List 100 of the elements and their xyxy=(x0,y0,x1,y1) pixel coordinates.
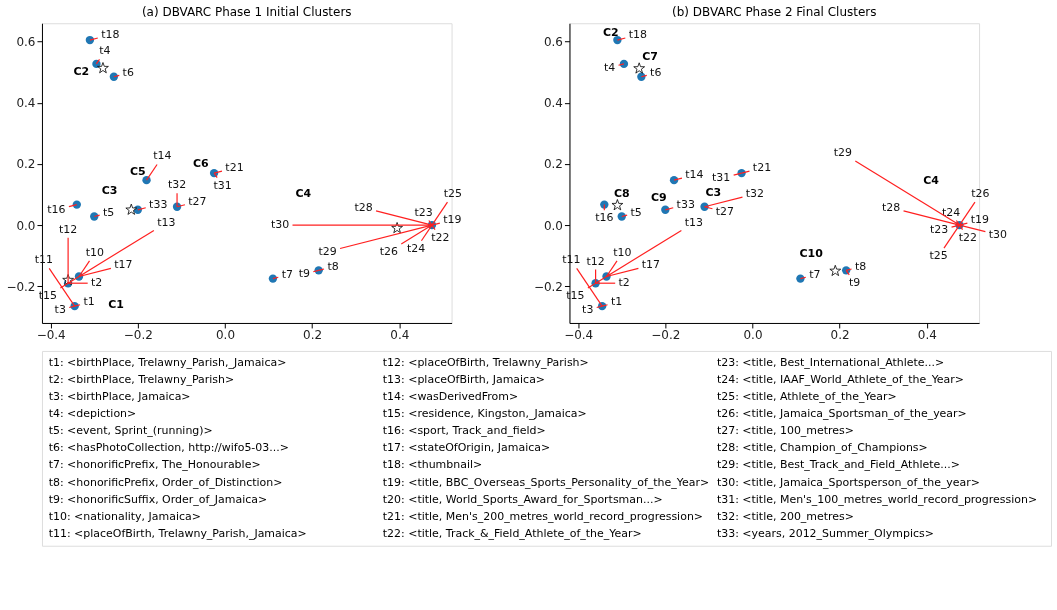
annotation: t17 xyxy=(641,258,661,272)
y-tick-label: 0.6 xyxy=(543,35,563,50)
x-tick-label: 0.2 xyxy=(830,328,850,343)
x-tick-label: −0.4 xyxy=(564,328,594,343)
text: t12: <placeOfBirth, Trelawny_Parish> xyxy=(382,355,589,369)
annotation: t14 xyxy=(685,167,704,181)
text: t6: <hasPhotoCollection, http://wifo5-03...> xyxy=(48,441,289,455)
text: t30: <title, Jamaica_Sportsperson_of_the_year> xyxy=(716,475,981,489)
annotation: t27 xyxy=(188,194,207,208)
text: t10: <nationality, Jamaica> xyxy=(48,509,201,523)
annotation: t7 xyxy=(809,267,821,281)
text: t8: <honorificPrefix, Order_of_Distinction> xyxy=(48,475,283,489)
annotation: t22 xyxy=(958,230,978,244)
annotation: t29 xyxy=(833,146,852,160)
annotation: t31 xyxy=(213,178,232,192)
annotation: t26 xyxy=(971,187,990,201)
annotation: t19 xyxy=(443,212,462,226)
annotation: t8 xyxy=(854,259,867,273)
annotation: t9 xyxy=(298,267,310,281)
annotation: t6 xyxy=(650,66,662,80)
text: t7: <honorificPrefix, The_Honourable> xyxy=(48,458,261,472)
annotation: t28 xyxy=(881,200,901,214)
text: t22: <title, Track_&_Field_Athlete_of_the_Year> xyxy=(382,526,642,540)
annotation: t28 xyxy=(354,200,373,214)
x-tick-label: 0.4 xyxy=(390,328,410,343)
text: t27: <title, 100_metres> xyxy=(716,424,855,438)
y-tick-label: −0.2 xyxy=(6,279,36,294)
annotation: C9 xyxy=(650,190,667,204)
text: t15: <residence, Kingston,_Jamaica> xyxy=(382,407,587,421)
chart-title: (b) DBVARC Phase 2 Final Clusters xyxy=(672,5,877,20)
text: t21: <title, Men's_200_metres_world_record_progression> xyxy=(382,509,704,523)
annotation: t18 xyxy=(628,27,647,41)
annotation: C3 xyxy=(101,184,118,198)
annotation: t13 xyxy=(157,215,176,229)
x-tick-label: −0.2 xyxy=(651,328,681,343)
annotation: t3 xyxy=(582,302,594,316)
annotation: t5 xyxy=(103,205,115,219)
annotation: t25 xyxy=(929,249,948,263)
x-tick-label: −0.2 xyxy=(123,328,153,343)
text: t26: <title, Jamaica_Sportsman_of_the_year> xyxy=(716,407,967,421)
annotation: t16 xyxy=(595,211,614,225)
annotation: t6 xyxy=(122,66,134,80)
annotation: t33 xyxy=(149,197,168,211)
annotation: t2 xyxy=(618,276,630,290)
x-tick-label: 0.0 xyxy=(215,328,235,343)
y-tick-label: 0.0 xyxy=(16,218,36,233)
annotation: t21 xyxy=(225,160,244,174)
annotation: t31 xyxy=(712,171,731,185)
text: t2: <birthPlace, Trelawny_Parish> xyxy=(48,372,235,386)
chart-title: (a) DBVARC Phase 1 Initial Clusters xyxy=(141,5,352,20)
annotation: t2 xyxy=(91,276,103,290)
annotation: t22 xyxy=(431,230,450,244)
text: t19: <title, BBC_Overseas_Sports_Personality_of_the_Year> xyxy=(382,475,710,489)
annotation: C4 xyxy=(295,187,312,201)
x-tick-label: 0.4 xyxy=(917,328,937,343)
annotation: t3 xyxy=(54,302,66,316)
annotation: t12 xyxy=(58,222,78,236)
annotation: t25 xyxy=(443,187,462,201)
annotation: t13 xyxy=(684,215,704,229)
text: t13: <placeOfBirth, Jamaica> xyxy=(382,372,546,386)
annotation: t7 xyxy=(281,267,293,281)
text: t16: <sport, Track_and_field> xyxy=(382,424,546,438)
text: t9: <honorificSuffix, Order_of_Jamaica> xyxy=(48,492,268,506)
y-tick-label: −0.2 xyxy=(533,279,563,294)
text: t17: <stateOfOrigin, Jamaica> xyxy=(382,441,551,455)
annotation: C10 xyxy=(799,247,824,261)
annotation: t19 xyxy=(970,212,990,226)
annotation: t23 xyxy=(414,205,433,219)
text: t25: <title, Athlete_of_the_Year> xyxy=(716,390,897,404)
annotation: t9 xyxy=(848,275,861,289)
text: t24: <title, IAAF_World_Athlete_of_the_Year> xyxy=(716,372,965,386)
annotation: C4 xyxy=(923,173,940,187)
annotation: t1 xyxy=(610,295,623,309)
text: t29: <title, Best_Track_and_Field_Athlete...> xyxy=(716,458,960,472)
annotation: t4 xyxy=(99,44,111,58)
annotation: C7 xyxy=(642,49,658,63)
text: t18: <thumbnail> xyxy=(382,458,483,472)
annotation: t18 xyxy=(101,27,120,41)
annotation: t12 xyxy=(586,254,605,268)
annotation: t21 xyxy=(752,160,772,174)
annotation: t8 xyxy=(327,259,339,273)
annotation: t27 xyxy=(715,204,735,218)
annotation: t10 xyxy=(613,245,632,259)
annotation: t33 xyxy=(676,197,695,211)
annotation: C2 xyxy=(602,25,619,39)
text: t31: <title, Men's_100_metres_world_record_progression> xyxy=(716,492,1038,506)
annotation: t14 xyxy=(153,149,172,163)
text: t5: <event, Sprint_(running)> xyxy=(48,424,213,438)
annotation: t24 xyxy=(406,241,426,255)
annotation: C8 xyxy=(614,187,630,201)
annotation: t29 xyxy=(318,244,337,258)
annotation: t17 xyxy=(114,258,133,272)
x-tick-label: 0.2 xyxy=(303,328,323,343)
y-tick-label: 0.4 xyxy=(16,96,36,111)
annotation: C1 xyxy=(108,297,124,311)
annotation: C5 xyxy=(129,164,146,178)
annotation: t5 xyxy=(630,205,642,219)
text: t28: <title, Champion_of_Champions> xyxy=(716,441,928,455)
annotation: C6 xyxy=(193,156,210,170)
y-tick-label: 0.0 xyxy=(543,218,563,233)
